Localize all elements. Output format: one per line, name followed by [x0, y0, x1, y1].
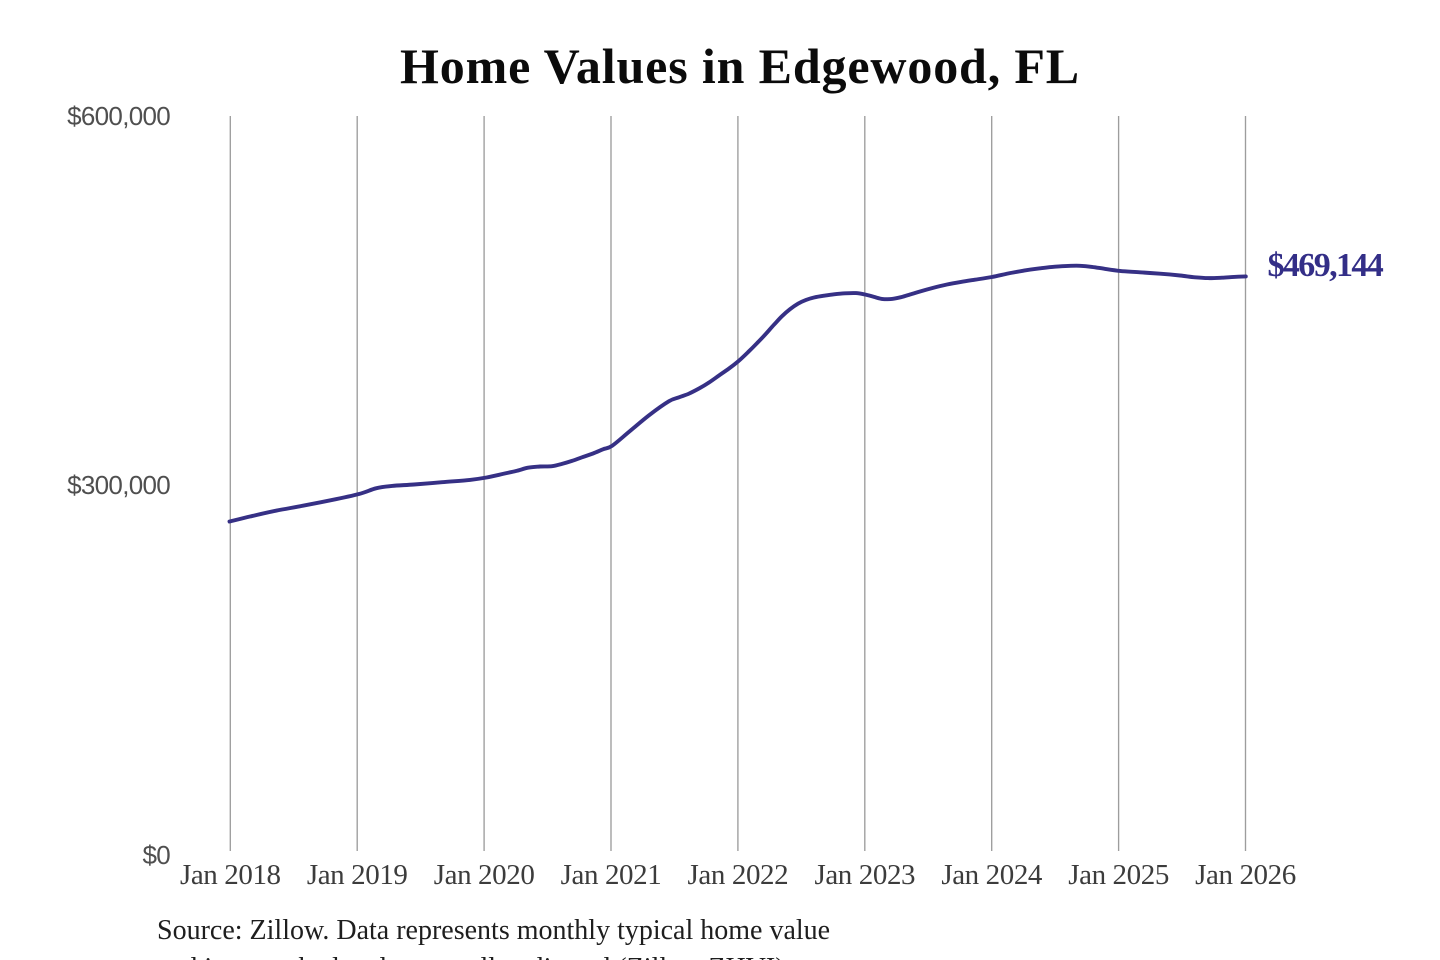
svg-text:Jan 2022: Jan 2022 [688, 859, 789, 891]
svg-text:Source: Zillow. Data represent: Source: Zillow. Data represents monthly … [157, 915, 830, 946]
svg-text:Jan 2019: Jan 2019 [307, 859, 408, 891]
svg-text:Home Values in Edgewood, FL: Home Values in Edgewood, FL [400, 38, 1080, 94]
svg-text:Jan 2021: Jan 2021 [561, 859, 662, 891]
svg-text:and is smoothed and seasonally: and is smoothed and seasonally adjusted … [157, 953, 792, 960]
svg-text:Jan 2025: Jan 2025 [1068, 859, 1169, 891]
svg-text:Jan 2023: Jan 2023 [814, 859, 915, 891]
svg-text:$0: $0 [142, 840, 170, 870]
svg-text:Jan 2018: Jan 2018 [180, 859, 281, 891]
svg-text:Jan 2024: Jan 2024 [941, 859, 1043, 891]
svg-text:$469,144: $469,144 [1268, 247, 1384, 284]
svg-text:Jan 2020: Jan 2020 [434, 859, 535, 891]
svg-text:$600,000: $600,000 [67, 101, 170, 131]
svg-text:$300,000: $300,000 [67, 470, 170, 500]
svg-text:Jan 2026: Jan 2026 [1195, 859, 1296, 891]
